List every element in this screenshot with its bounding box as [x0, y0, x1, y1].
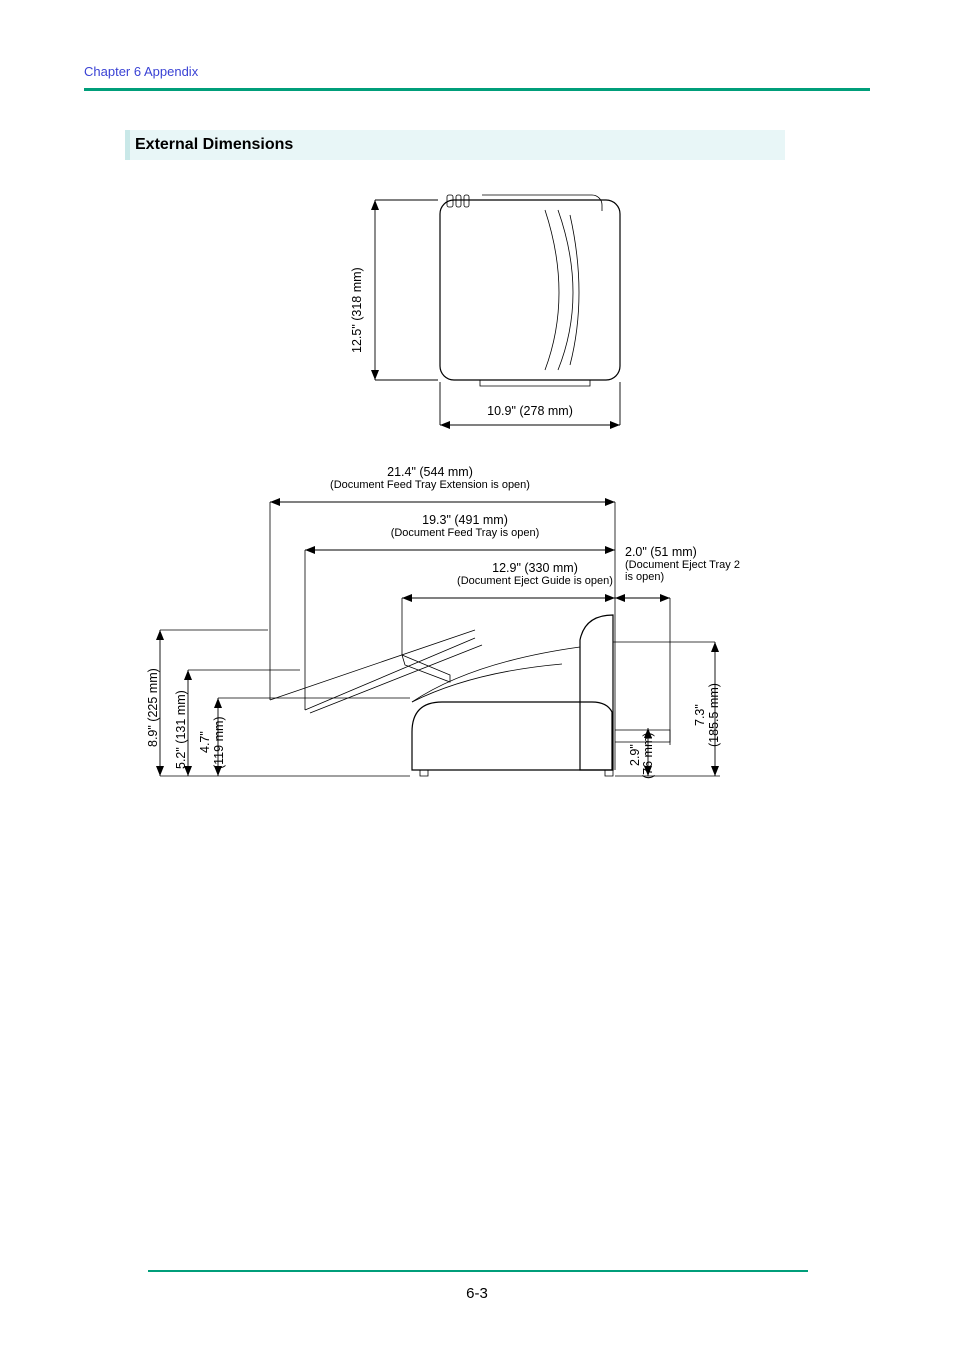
dimensions-diagram: 12.5" (318 mm) — [150, 190, 780, 810]
dim-h-inner-a: 4.7" — [198, 700, 212, 785]
bottom-rule — [148, 1270, 808, 1272]
dim-top-width: 10.9" (278 mm) — [440, 404, 620, 418]
section-heading-text: External Dimensions — [135, 136, 293, 153]
page-number: 6-3 — [0, 1285, 954, 1302]
dim-h-inner-b: (119 mm) — [212, 700, 226, 785]
dim-h-mid: 5.2" (131 mm) — [174, 675, 188, 785]
section-heading: External Dimensions — [125, 130, 785, 160]
top-rule — [84, 88, 870, 91]
dim-h-outer: 8.9" (225 mm) — [146, 635, 160, 780]
dim-h-r1b: (76 mm) — [641, 728, 655, 783]
breadcrumb: Chapter 6 Appendix — [84, 64, 198, 79]
side-view-svg — [150, 470, 780, 820]
dim-h-r2a: 7.3" — [693, 650, 707, 780]
dim-h-r2b: (185.5 mm) — [707, 650, 721, 780]
dim-h-r1a: 2.9" — [628, 728, 642, 783]
